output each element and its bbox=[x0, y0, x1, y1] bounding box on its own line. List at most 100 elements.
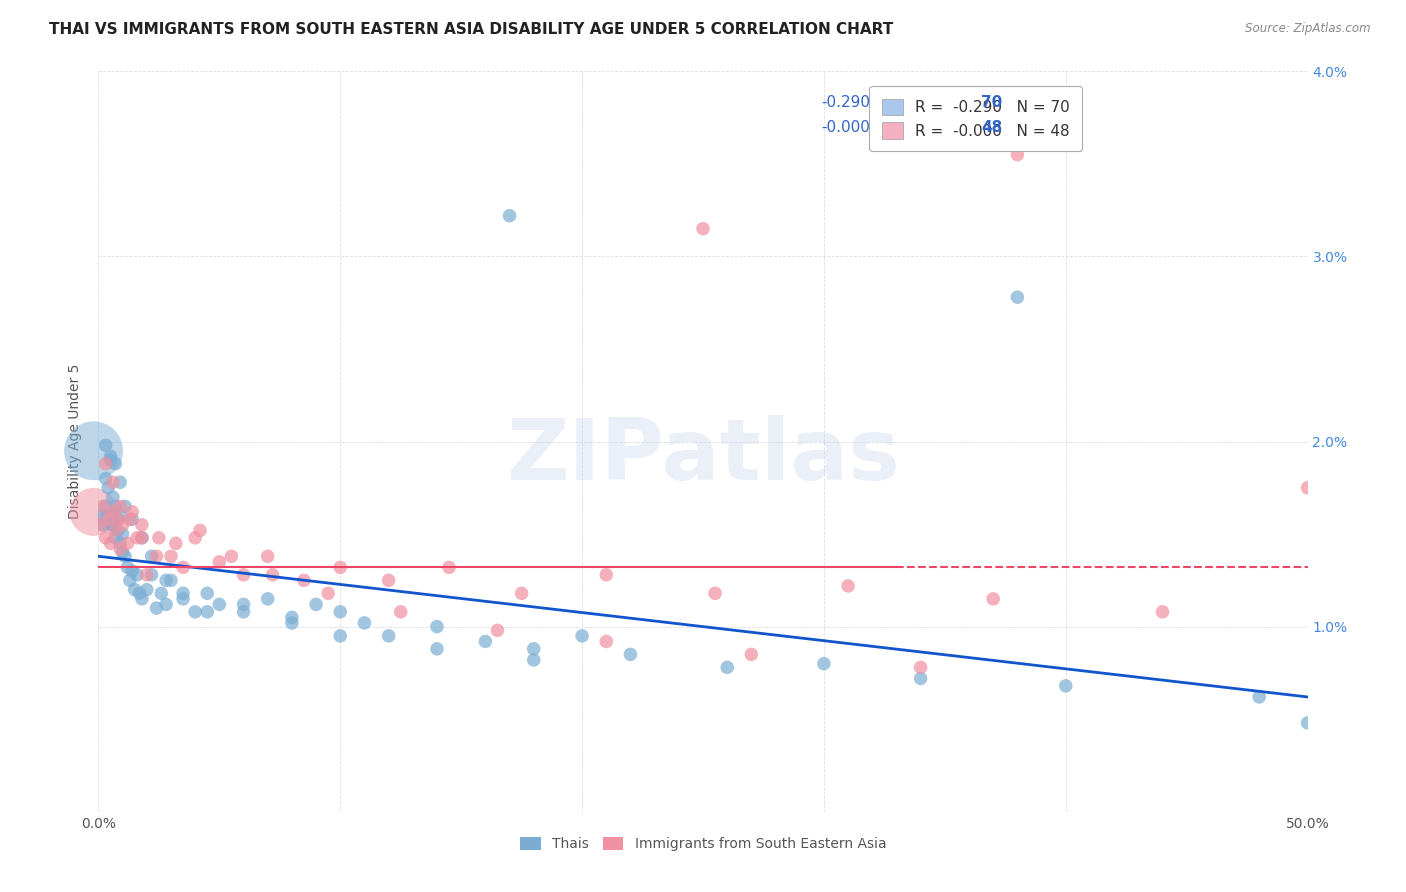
Point bbox=[94, 438, 117, 452]
Point bbox=[111, 545, 134, 560]
Point bbox=[510, 586, 533, 600]
Point bbox=[377, 574, 399, 588]
Point bbox=[305, 598, 328, 612]
Point bbox=[94, 500, 117, 514]
Point bbox=[184, 531, 207, 545]
Point bbox=[740, 648, 762, 662]
Point bbox=[114, 500, 136, 514]
Point bbox=[104, 531, 127, 545]
Point bbox=[426, 641, 449, 656]
Point bbox=[837, 579, 859, 593]
Point bbox=[329, 560, 352, 574]
Point bbox=[184, 605, 207, 619]
Point bbox=[1007, 290, 1029, 304]
Point bbox=[172, 560, 194, 574]
Point bbox=[97, 481, 120, 495]
Point bbox=[111, 517, 134, 532]
Point bbox=[172, 586, 194, 600]
Point bbox=[107, 512, 129, 526]
Point bbox=[118, 512, 141, 526]
Point bbox=[910, 660, 932, 674]
Point bbox=[329, 629, 352, 643]
Point bbox=[97, 508, 120, 523]
Point bbox=[118, 574, 141, 588]
Point bbox=[595, 567, 617, 582]
Text: -0.290: -0.290 bbox=[821, 95, 870, 110]
Point bbox=[486, 624, 509, 638]
Point bbox=[1054, 679, 1077, 693]
Point bbox=[131, 531, 153, 545]
Point bbox=[195, 586, 218, 600]
Point bbox=[101, 505, 124, 519]
Text: 48: 48 bbox=[981, 120, 1002, 135]
Point bbox=[188, 524, 211, 538]
Point bbox=[101, 517, 124, 532]
Point bbox=[90, 517, 112, 532]
Point bbox=[97, 512, 120, 526]
Point bbox=[83, 505, 105, 519]
Point bbox=[131, 531, 153, 545]
Point bbox=[523, 641, 546, 656]
Point bbox=[83, 443, 105, 458]
Text: -0.000: -0.000 bbox=[821, 120, 870, 135]
Point bbox=[704, 586, 727, 600]
Point bbox=[108, 541, 131, 556]
Point bbox=[523, 653, 546, 667]
Point bbox=[292, 574, 315, 588]
Point bbox=[498, 209, 520, 223]
Point bbox=[195, 605, 218, 619]
Point bbox=[165, 536, 187, 550]
Point bbox=[94, 531, 117, 545]
Point bbox=[101, 475, 124, 490]
Point bbox=[124, 582, 146, 597]
Text: 70: 70 bbox=[981, 95, 1002, 110]
Point bbox=[571, 629, 593, 643]
Point bbox=[1296, 481, 1319, 495]
Point bbox=[813, 657, 835, 671]
Point bbox=[101, 490, 124, 504]
Point bbox=[100, 453, 122, 467]
Point bbox=[100, 536, 122, 550]
Point bbox=[1249, 690, 1271, 704]
Point bbox=[127, 567, 149, 582]
Point bbox=[131, 591, 153, 606]
Y-axis label: Disability Age Under 5: Disability Age Under 5 bbox=[69, 364, 83, 519]
Point bbox=[155, 598, 177, 612]
Point bbox=[117, 536, 139, 550]
Point bbox=[91, 500, 114, 514]
Point bbox=[619, 648, 641, 662]
Point bbox=[232, 567, 254, 582]
Point bbox=[160, 549, 183, 564]
Point bbox=[91, 517, 114, 532]
Point bbox=[692, 221, 714, 235]
Point bbox=[208, 598, 231, 612]
Point bbox=[221, 549, 243, 564]
Point bbox=[316, 586, 339, 600]
Point bbox=[1296, 715, 1319, 730]
Point bbox=[121, 512, 143, 526]
Point bbox=[377, 629, 399, 643]
Text: ZIPatlas: ZIPatlas bbox=[506, 415, 900, 498]
Point bbox=[145, 549, 167, 564]
Point bbox=[94, 472, 117, 486]
Point bbox=[141, 567, 163, 582]
Point bbox=[172, 591, 194, 606]
Point bbox=[127, 531, 149, 545]
Point bbox=[121, 564, 143, 578]
Point bbox=[131, 517, 153, 532]
Text: Source: ZipAtlas.com: Source: ZipAtlas.com bbox=[1246, 22, 1371, 36]
Point bbox=[121, 505, 143, 519]
Point bbox=[104, 457, 127, 471]
Point bbox=[135, 582, 157, 597]
Point bbox=[1007, 147, 1029, 161]
Point bbox=[108, 536, 131, 550]
Point bbox=[108, 508, 131, 523]
Point bbox=[281, 615, 304, 630]
Point bbox=[107, 512, 129, 526]
Point bbox=[329, 605, 352, 619]
Point bbox=[94, 457, 117, 471]
Point bbox=[100, 517, 122, 532]
Point bbox=[208, 555, 231, 569]
Point bbox=[160, 574, 183, 588]
Point bbox=[262, 567, 284, 582]
